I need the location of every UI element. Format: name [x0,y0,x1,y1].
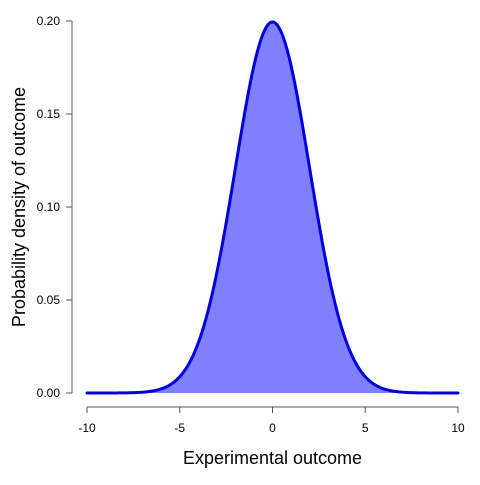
x-tick-label: -10 [78,421,96,435]
plot-area [85,20,460,395]
density-area-fill [87,21,458,393]
y-tick-label: 0.15 [37,107,61,121]
y-tick-label: 0.10 [37,200,61,214]
y-tick-label: 0.00 [37,386,61,400]
x-axis-ticks: -10 -5 0 5 10 [78,407,465,435]
x-tick-label: -5 [174,421,185,435]
y-axis-title: Probability density of outcome [9,87,29,327]
x-tick-label: 10 [451,421,465,435]
density-curve-line [85,20,460,395]
x-axis-title: Experimental outcome [183,448,362,468]
y-tick-label: 0.20 [37,14,61,28]
x-tick-label: 0 [269,421,276,435]
y-tick-label: 0.05 [37,293,61,307]
x-tick-label: 5 [362,421,369,435]
axes: 0.00 0.05 0.10 0.15 0.20 -10 -5 0 5 10 [37,14,465,435]
y-axis-ticks: 0.00 0.05 0.10 0.15 0.20 [37,14,72,400]
